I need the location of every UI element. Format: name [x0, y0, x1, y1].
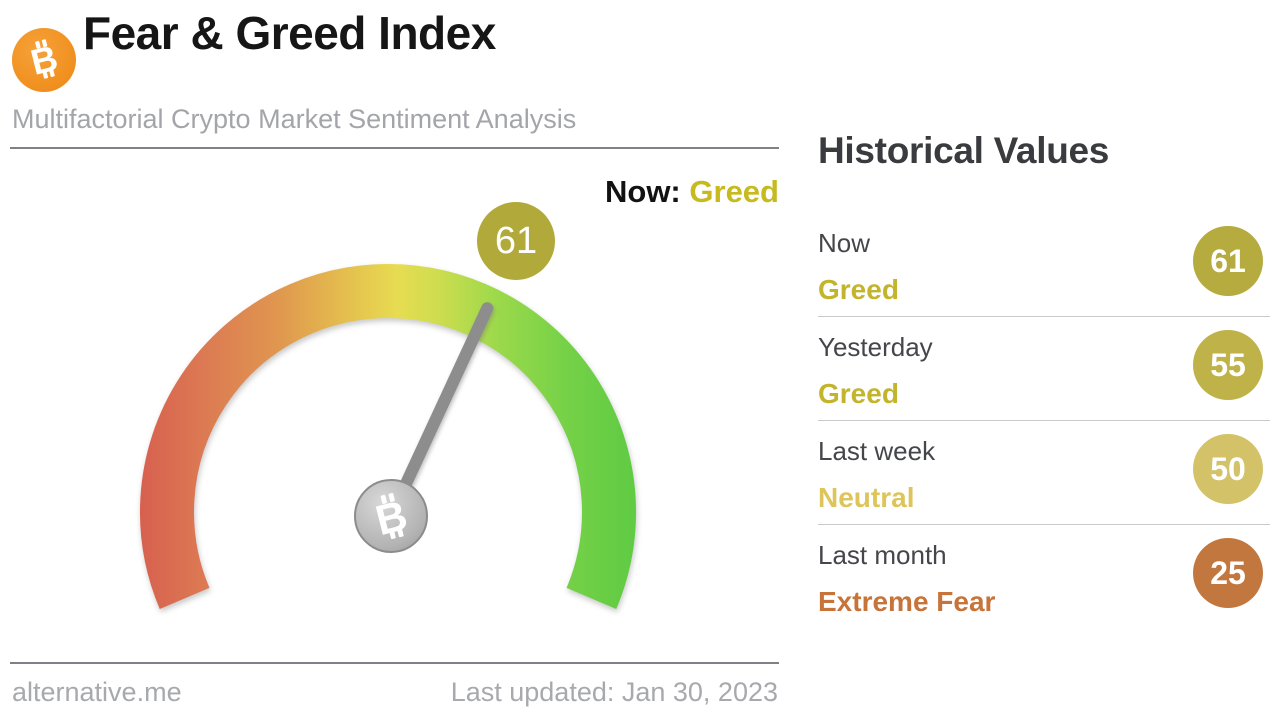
now-status-line: Now: Greed — [380, 174, 779, 210]
bitcoin-icon: B — [12, 28, 76, 92]
header: B — [12, 28, 76, 92]
historical-row-yesterday: Yesterday Greed 55 — [818, 317, 1270, 421]
historical-values-panel: Historical Values Now Greed 61 Yesterday… — [818, 130, 1270, 629]
page-title: Fear & Greed Index — [83, 7, 496, 59]
row-value-badge: 55 — [1193, 330, 1263, 400]
header-divider — [10, 147, 779, 149]
row-value-badge: 61 — [1193, 226, 1263, 296]
gauge-needle — [385, 302, 494, 522]
historical-row-last-month: Last month Extreme Fear 25 — [818, 525, 1270, 629]
source-link[interactable]: alternative.me — [12, 677, 182, 707]
historical-rows: Now Greed 61 Yesterday Greed 55 Last wee… — [818, 213, 1270, 629]
row-period-label: Yesterday — [818, 332, 933, 362]
row-classification: Greed — [818, 378, 899, 409]
row-value-badge: 50 — [1193, 434, 1263, 504]
row-period-label: Now — [818, 228, 871, 258]
historical-values-title: Historical Values — [818, 130, 1110, 171]
gauge-value-badge: 61 — [477, 202, 555, 280]
historical-row-last-week: Last week Neutral 50 — [818, 421, 1270, 525]
gauge-arc — [140, 264, 636, 609]
page-subtitle: Multifactorial Crypto Market Sentiment A… — [12, 104, 577, 134]
row-period-label: Last week — [818, 436, 936, 466]
historical-row-now: Now Greed 61 — [818, 213, 1270, 317]
now-classification: Greed — [689, 174, 779, 209]
footer-divider — [10, 662, 779, 664]
now-label: Now: — [605, 174, 681, 209]
last-updated-text: Last updated: Jan 30, 2023 — [450, 677, 778, 707]
row-value-badge: 25 — [1193, 538, 1263, 608]
row-period-label: Last month — [818, 540, 947, 570]
gauge-hub-bitcoin-icon — [354, 479, 428, 553]
row-classification: Greed — [818, 274, 899, 305]
row-classification: Extreme Fear — [818, 586, 996, 617]
row-classification: Neutral — [818, 482, 915, 513]
